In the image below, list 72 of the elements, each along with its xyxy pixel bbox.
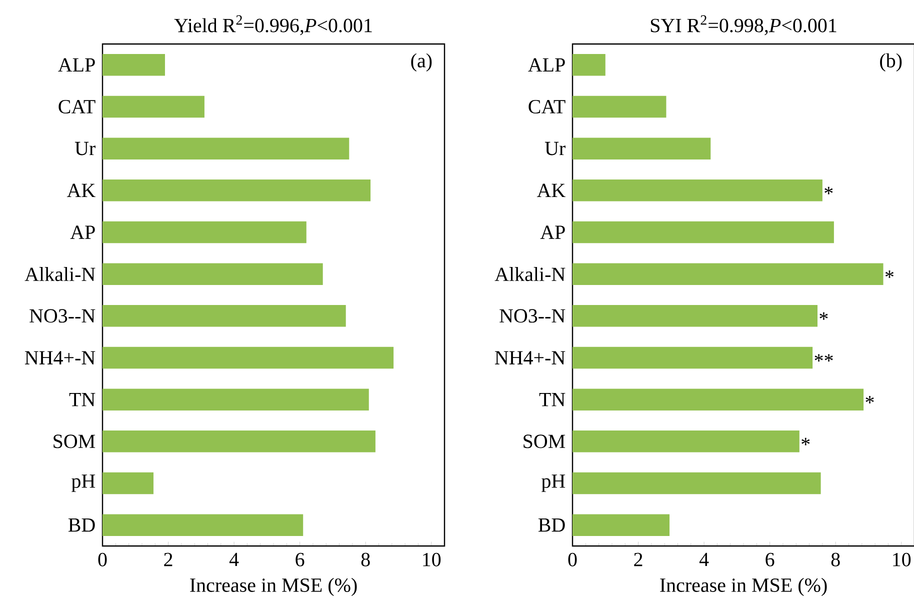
y-tick-label: AK [66,184,96,198]
x-tick-label: 6 [296,552,304,566]
data-label: * [820,312,828,320]
bar [102,388,369,410]
y-tick-label: TN [69,393,96,406]
bar [572,54,606,76]
data-label: ** [814,354,833,362]
bar [572,430,800,452]
annotation: (a) [411,53,432,72]
y-tick-label: Ur [74,142,96,156]
bar [102,514,304,536]
x-tick-label: 10 [893,552,911,566]
y-tick-label: BD [68,518,95,532]
y-tick-label: NH4+-N [24,351,96,364]
chart-title: Yield R$^{2}$=0.996,P<0.001 [174,15,372,36]
bar [102,221,306,244]
bar [102,472,154,494]
bar [102,96,204,118]
y-tick-label: NO3--N [500,309,566,323]
bar [572,346,813,369]
y-tick-label: ALP [58,58,95,72]
y-tick-label: Ur [544,142,566,156]
y-tick-label: NH4+-N [494,351,566,364]
bar [102,430,376,452]
y-tick-label: SOM [524,434,566,448]
bar [102,305,346,327]
y-tick-label: Alkali-N [24,267,96,282]
data-label: * [885,270,894,278]
y-tick-label: AP [70,226,95,239]
bar [102,263,323,285]
y-tick-label: pH [542,474,566,492]
y-tick-label: AP [540,226,565,239]
y-tick-label: CAT [528,100,566,114]
data-label: * [866,396,874,404]
bar [572,221,834,244]
bar [572,388,864,410]
x-tick-label: 8 [361,552,370,566]
x-tick-label: 4 [229,552,239,566]
bar [102,138,350,160]
x-tick-label: 4 [699,552,709,566]
bar [102,54,165,76]
bar [572,514,670,536]
bar [572,180,822,202]
y-tick-label: Alkali-N [494,267,566,282]
bar [102,180,371,202]
x-tick-label: 6 [766,552,774,566]
y-tick-label: SOM [54,434,96,448]
data-label: * [824,186,833,194]
bar [572,305,818,327]
y-tick-label: ALP [528,58,565,72]
bar [572,138,711,160]
y-tick-label: BD [538,518,565,532]
x-tick-label: 8 [831,552,840,566]
x-tick-label: 0 [98,552,107,566]
y-tick-label: AK [536,184,566,198]
x-axis-title: Increase in MSE (%) [660,578,827,596]
y-tick-label: pH [72,474,96,492]
bar [102,346,394,369]
y-tick-label: CAT [58,100,96,114]
x-tick-label: 2 [164,552,172,566]
y-tick-label: NO3--N [30,309,96,323]
x-tick-label: 2 [634,552,642,566]
data-label: * [802,438,810,446]
annotation: (b) [880,53,902,72]
bar [572,472,821,494]
y-tick-label: TN [539,393,566,406]
x-tick-label: 10 [423,552,441,566]
x-tick-label: 0 [568,552,577,566]
bar [572,96,666,118]
x-axis-title: Increase in MSE (%) [190,578,357,596]
bar [572,263,884,285]
chart-title: SYI R$^{2}$=0.998,P<0.001 [650,15,836,36]
